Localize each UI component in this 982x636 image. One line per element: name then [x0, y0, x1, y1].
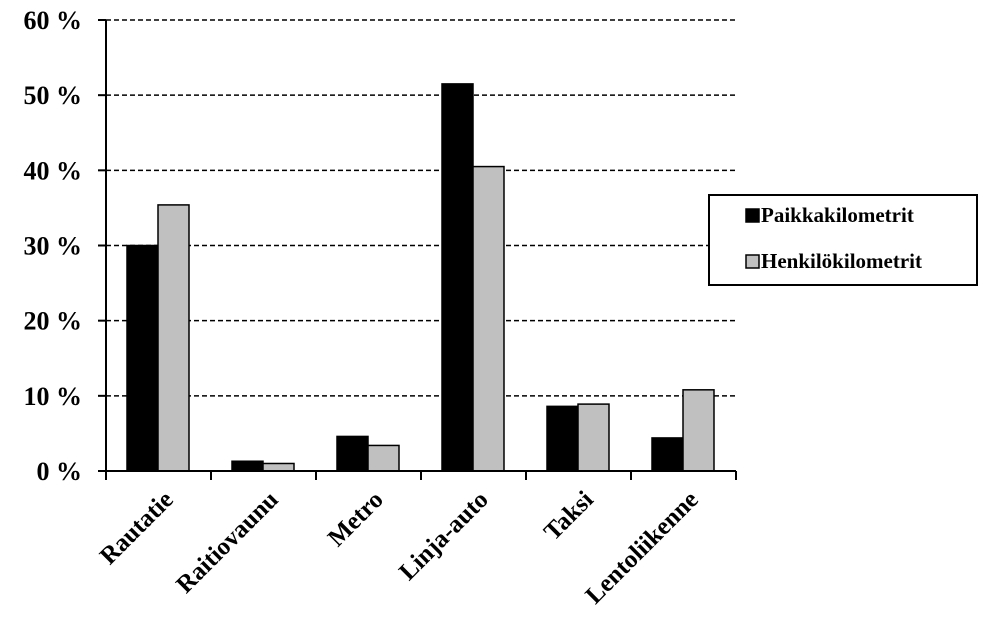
x-category-label: Raitiovaunu: [171, 486, 283, 598]
x-category-label: Linja-auto: [394, 486, 494, 586]
bar-paikkakilometrit-lentoliikenne: [651, 437, 684, 472]
y-tick-label: 50 %: [24, 81, 83, 110]
legend: Paikkakilometrit Henkilökilometrit: [708, 194, 978, 286]
y-tick-label: 0 %: [37, 457, 83, 486]
x-category-label: Rautatie: [95, 486, 179, 570]
bar-paikkakilometrit-metro: [336, 435, 369, 472]
y-tick-label: 40 %: [24, 156, 83, 185]
bar-paikkakilometrit-rautatie: [126, 244, 159, 472]
bar-henkilökilometrit-lentoliikenne: [682, 389, 715, 472]
bar-henkilökilometrit-metro: [367, 444, 400, 472]
x-category-label: Lentoliikenne: [581, 486, 704, 609]
bar-henkilökilometrit-taksi: [577, 403, 610, 472]
legend-swatch: [745, 208, 760, 223]
bar-paikkakilometrit-linja-auto: [441, 83, 474, 472]
x-category-label: Taksi: [539, 486, 599, 546]
legend-label: Henkilökilometrit: [761, 249, 922, 273]
legend-swatch: [745, 254, 760, 269]
bars: [126, 83, 715, 472]
bar-paikkakilometrit-raitiovaunu: [231, 460, 264, 472]
legend-label: Paikkakilometrit: [761, 203, 914, 227]
gridlines: [106, 19, 736, 397]
bar-henkilökilometrit-rautatie: [157, 204, 190, 472]
y-tick-label: 60 %: [24, 6, 83, 35]
y-tick-label: 10 %: [24, 382, 83, 411]
bar-henkilökilometrit-raitiovaunu: [262, 462, 295, 472]
bar-henkilökilometrit-linja-auto: [472, 165, 505, 472]
bar-paikkakilometrit-taksi: [546, 405, 579, 472]
axes: [105, 20, 737, 480]
legend-box: [708, 194, 978, 286]
y-tick-label: 30 %: [24, 232, 83, 261]
y-axis-ticks: 0 % 10 % 20 % 30 % 40 % 50 % 60 %: [24, 6, 106, 486]
y-tick-label: 20 %: [24, 307, 83, 336]
x-category-label: Metro: [323, 486, 389, 552]
